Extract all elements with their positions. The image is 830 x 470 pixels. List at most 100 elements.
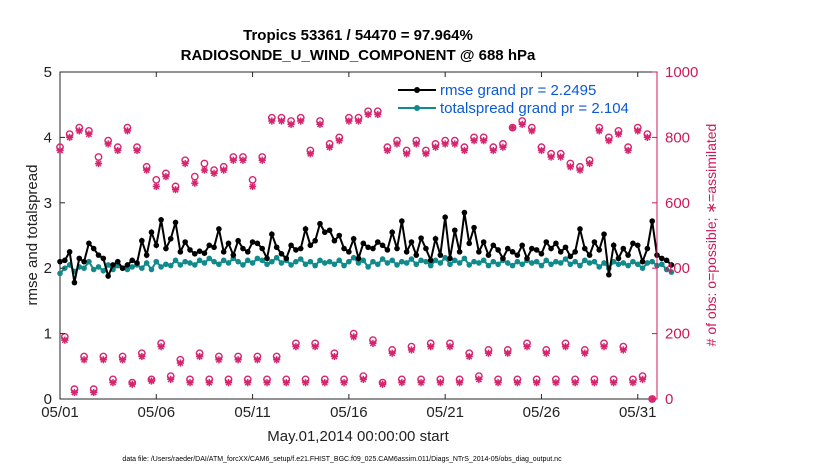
totalspread-point [163,261,169,268]
obs-high-assimilated-marker [316,120,324,128]
rmse-point [254,240,261,247]
rmse-point [336,232,343,239]
obs-low-assimilated-marker [215,356,223,364]
y-left-tick-label: 1 [44,326,52,343]
totalspread-point [620,260,627,266]
y-left-tick-label: 0 [44,391,52,408]
obs-high-assimilated-marker [393,140,401,148]
rmse-point [634,242,641,249]
obs-high-assimilated-marker [345,117,353,125]
obs-low-assimilated-marker [388,349,396,357]
obs-high-assimilated-marker [489,146,497,155]
totalspread-point [100,268,107,274]
rmse-point [139,237,145,244]
obs-low-assimilated-marker [147,377,156,385]
obs-low-assimilated-marker [292,343,300,351]
totalspread-point [302,261,309,268]
rmse-point [331,237,338,244]
obs-low-assimilated-marker [407,346,416,354]
rmse-point [399,218,405,224]
rmse-point [543,239,550,245]
totalspread-point [81,265,87,272]
rmse-point [509,249,516,255]
rmse-point [500,255,506,262]
totalspread-point [668,269,675,275]
rmse-point [76,255,83,262]
obs-low-assimilated-marker [273,356,281,364]
obs-low-assimilated-marker [542,349,550,357]
obs-high-assimilated-marker [518,120,526,128]
totalspread-point [514,258,521,265]
obs-high-assimilated-marker [181,159,189,168]
obs-high-assimilated-marker [248,182,257,191]
obs-high-assimilated-marker [364,110,372,119]
rmse-point [495,247,501,253]
obs-high-assimilated-marker [85,130,93,138]
rmse-point [625,252,631,258]
obs-high-assimilated-marker [56,146,64,155]
obs-high-assimilated-marker [480,137,488,145]
legend-rmse-marker [414,87,420,93]
totalspread-point [659,261,665,268]
rmse-point [148,229,155,236]
totalspread-point [461,255,468,262]
obs-high-assimilated-marker [470,137,478,145]
rmse-point [206,242,213,249]
obs-high-assimilated-marker [162,173,170,181]
rmse-point [143,252,150,258]
obs-low-assimilated-marker [61,336,69,344]
totalspread-point [572,258,578,265]
rmse-point [249,239,256,245]
obs-high-assimilated-marker [537,146,546,155]
obs-high-assimilated-marker [605,137,613,145]
totalspread-point [341,262,347,269]
legend-rmse-label: rmse grand pr = 2.2495 [440,82,596,99]
totalspread-point [297,256,304,262]
totalspread-point [317,257,323,264]
rmse-point [606,271,612,278]
rmse-point [504,245,511,252]
rmse-point [644,245,651,252]
obs-high-assimilated-marker [239,156,247,164]
totalspread-point [370,258,376,265]
rmse-point [427,257,434,264]
rmse-point [119,265,126,272]
totalspread-point [427,262,434,269]
obs-low-assimilated-marker [427,343,435,351]
rmse-point [519,242,525,249]
obs-low-assimilated-marker [581,349,589,357]
totalspread-point [634,261,641,268]
totalspread-point [187,260,193,266]
rmse-point [86,240,92,247]
obs-high-assimilated-marker [508,123,517,132]
totalspread-point [288,262,294,268]
obs-low-assimilated-marker [99,356,107,364]
rmse-point [230,252,237,258]
totalspread-point [192,262,198,268]
rmse-point [62,257,68,264]
rmse-point [220,249,227,255]
x-axis-label: May.01,2014 00:00:00 start [267,428,449,445]
rmse-point [66,249,73,255]
x-tick-label: 05/11 [234,404,270,421]
totalspread-point [220,257,227,264]
obs-high-assimilated-marker [460,146,469,155]
obs-low-assimilated-marker [494,379,502,387]
totalspread-point [86,258,92,265]
obs-high-assimilated-marker [412,140,420,148]
obs-low-assimilated-marker [80,356,88,364]
rmse-point [216,226,222,232]
obs-high-assimilated-marker [143,166,151,174]
obs-high-assimilated-marker [528,127,536,135]
rmse-point [187,247,193,253]
totalspread-point [249,260,256,266]
obs-high-assimilated-marker [557,153,565,161]
totalspread-point [529,260,535,266]
rmse-point [668,262,675,268]
rmse-point [586,252,593,258]
totalspread-point [519,261,525,268]
rmse-point [394,245,400,252]
obs-high-assimilated-marker [383,146,391,155]
obs-high-assimilated-marker [499,143,507,151]
